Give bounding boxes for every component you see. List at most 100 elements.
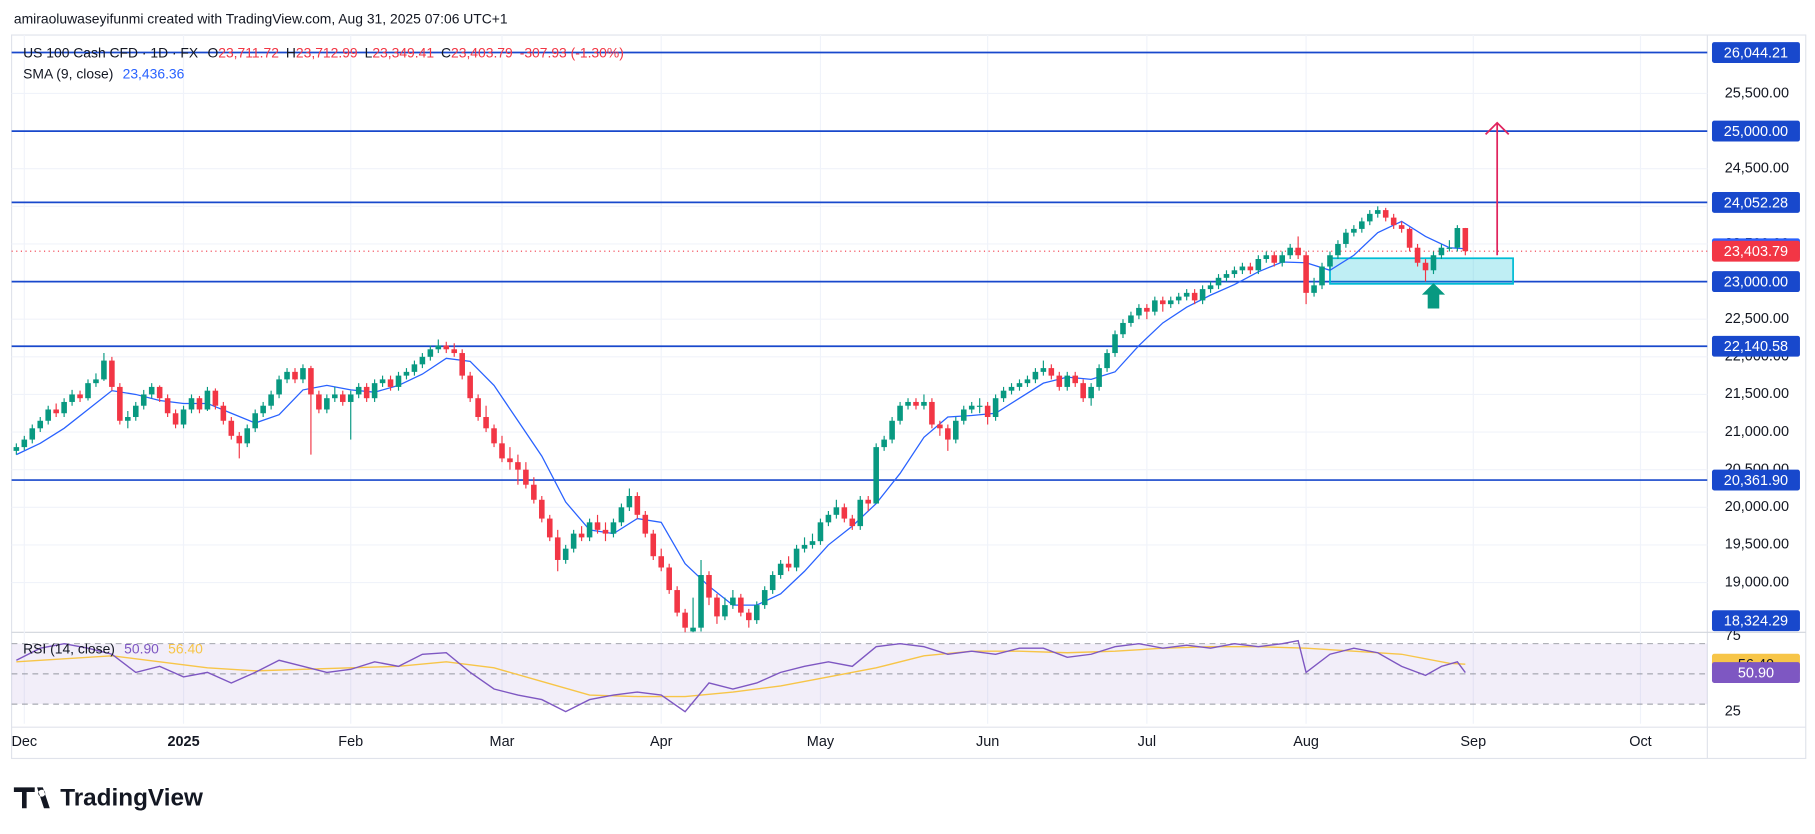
candle-body — [85, 383, 91, 399]
candle-body — [403, 371, 410, 376]
candle-body — [1295, 247, 1301, 256]
candle-body — [666, 567, 672, 591]
candle-body — [13, 447, 20, 451]
legend-value: 23,712.99 — [296, 44, 358, 60]
rsi-tag: 50.90 — [1738, 666, 1774, 682]
candle-body — [61, 401, 67, 414]
candle-body — [1008, 386, 1015, 391]
candle-body — [873, 447, 879, 504]
level-tag: 25,000.00 — [1724, 124, 1788, 140]
candle-body — [1175, 296, 1182, 301]
candle-body — [204, 390, 211, 410]
rsi-ma-line — [16, 646, 1466, 698]
legend: US 100 Cash CFD · 1D · FX O23,711.72 H23,7… — [23, 44, 624, 60]
y-tick-label: 25,500.00 — [1725, 85, 1789, 101]
candle-body — [347, 394, 354, 402]
candle-body — [857, 499, 864, 527]
candle-body — [21, 439, 28, 448]
candle-body — [427, 349, 434, 357]
level-tag: 24,052.28 — [1724, 195, 1788, 211]
candle-body — [738, 597, 744, 613]
candle-body — [45, 409, 51, 421]
candle-body — [196, 398, 203, 410]
candle-body — [1160, 300, 1166, 305]
candle-body — [1056, 375, 1063, 387]
candle-body — [801, 544, 808, 549]
candle-body — [897, 405, 903, 421]
candle-body — [1167, 300, 1174, 305]
candle-body — [1446, 247, 1453, 249]
entry-arrow — [1421, 283, 1446, 309]
candle-body — [833, 507, 840, 515]
candle-body — [1414, 247, 1421, 263]
rsi-tag-bg — [1711, 662, 1800, 683]
level-tag: 23,000.00 — [1724, 275, 1788, 291]
rsi-tick-label: 75 — [1725, 628, 1741, 644]
candle-body — [172, 413, 179, 425]
x-tick-label: Jun — [976, 734, 999, 750]
y-tick-label: 22,500.00 — [1725, 311, 1789, 327]
rsi-legend: RSI (14, close) 50.90 56.40 — [23, 640, 203, 656]
candle-body — [658, 556, 665, 568]
sma-line — [16, 220, 1466, 606]
candle-body — [674, 590, 680, 613]
candle-body — [1183, 292, 1190, 297]
candle-body — [164, 398, 171, 414]
candle-body — [618, 507, 625, 523]
x-tick-label: Oct — [1629, 734, 1651, 750]
candle-body — [1144, 307, 1150, 312]
chart-frame — [10, 34, 1807, 760]
level-tag: 22,140.58 — [1724, 339, 1788, 355]
candle-body — [1207, 285, 1214, 290]
candle-body — [156, 386, 163, 399]
candle-body — [1080, 383, 1086, 399]
level-tag-bg — [1711, 42, 1800, 63]
level-tag-bg — [1711, 191, 1800, 213]
candle-body — [220, 405, 227, 421]
candle-body — [1287, 247, 1293, 256]
candle-body — [921, 401, 927, 406]
candle-body — [984, 405, 991, 418]
candle-body — [228, 420, 235, 436]
x-tick-label: Sep — [1460, 734, 1486, 750]
x-tick-label: Mar — [490, 734, 515, 750]
candle-body — [387, 379, 394, 387]
candle-body — [1247, 266, 1254, 271]
candle-body — [260, 405, 266, 414]
price-tag-bg — [1711, 610, 1800, 632]
candle-body — [1390, 217, 1397, 226]
candle-body — [1231, 270, 1238, 275]
candle-body — [722, 605, 728, 617]
candle-body — [1000, 390, 1007, 399]
candle-body — [77, 394, 83, 399]
candle-body — [339, 394, 346, 402]
candle-body — [515, 462, 521, 470]
candle-body — [602, 529, 609, 534]
sma-value: 23,436.36 — [123, 65, 185, 81]
candle-body — [785, 563, 792, 568]
candle-body — [308, 368, 314, 395]
candle-body — [1263, 255, 1270, 260]
candle-body — [1359, 221, 1365, 229]
candle-body — [849, 518, 856, 527]
brand-name: TradingView — [60, 784, 203, 811]
candle-body — [1422, 262, 1429, 271]
candle-body — [1104, 353, 1110, 369]
candle-body — [841, 507, 848, 519]
candle-body — [1048, 368, 1055, 376]
rsi-name: RSI (14, close) — [23, 640, 115, 656]
candle-body — [1128, 315, 1134, 323]
x-tick-label: May — [807, 734, 835, 750]
candle-body — [889, 420, 895, 440]
candle-body — [594, 522, 601, 530]
candle-body — [562, 548, 569, 560]
candle-body — [332, 394, 338, 399]
candle-body — [1303, 255, 1309, 293]
candle-body — [212, 390, 219, 406]
candle-body — [650, 533, 657, 557]
candle-body — [1024, 379, 1031, 384]
candle-body — [188, 398, 195, 410]
